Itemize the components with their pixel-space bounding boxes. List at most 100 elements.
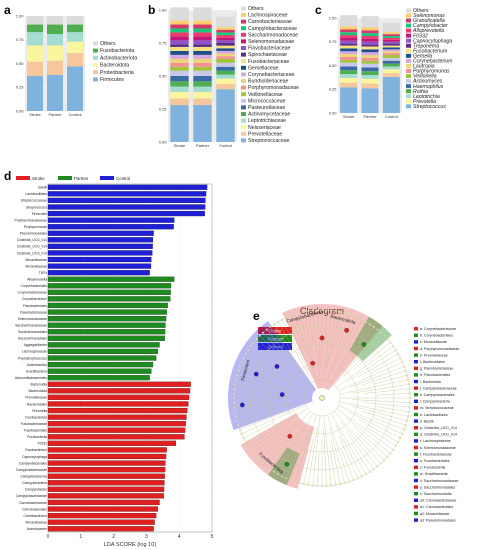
tree-leaf-node [408,387,411,390]
tree-branch [355,329,378,357]
legend-swatch [241,138,246,143]
legend-swatch [93,63,98,67]
tree-leaf-node [285,316,288,319]
tree-leaf-node [321,309,324,312]
tree-branch [374,375,408,385]
lda-bar-label: Firmicutes [32,212,48,216]
clade-sector-partner [349,316,392,362]
tree-leaf-node [237,369,240,372]
biomarker-node [344,327,349,333]
bar-segment [27,24,43,33]
tree-leaf-node [406,419,409,422]
lda-bar [47,467,166,473]
legend-label: Carnobacteriaceae [248,19,292,25]
tree-branch [347,349,396,382]
tree-leaf-node [372,468,375,471]
tree-branch [338,405,403,434]
bar-segment [216,35,235,38]
tree-leaf-node [302,310,305,313]
tree-branch [259,335,284,360]
legend-swatch [241,32,246,37]
key-swatch [414,498,418,502]
bar-segment [170,50,189,55]
tree-leaf-node [240,361,243,364]
tree-leaf-node [233,392,236,395]
tree-leaf-node [240,432,243,435]
sector-label: Bacteroidota [330,314,357,326]
legend-swatch [406,99,411,104]
tree-leaf-node [255,338,258,341]
tree-leaf-node [307,483,310,486]
tree-leaf-node [394,444,397,447]
tree-branch [259,419,301,461]
lda-bar [47,263,152,269]
bar-segment [193,98,212,106]
key-label: a3: Pseudomonadales [420,518,456,522]
bar-segment [170,86,189,92]
legend-label: Streptococcaceae [248,138,290,144]
bar-segment [340,43,358,46]
legend-swatch [100,176,114,180]
tree-branch [243,422,274,439]
tree-branch [312,310,321,381]
key-swatch [414,439,418,443]
tree-leaf-node [343,482,346,485]
tree-leaf-node [298,482,301,485]
panel-b-stacked-bar: 0.00 0.25 0.50 0.75 1.00 Stroke Partner Control… [159,6,299,148]
tree-leaf-node [262,331,265,334]
tree-branch [277,413,314,475]
bar-segment [361,75,379,79]
bar-segment [216,32,235,36]
x-tick-label: Control [385,114,398,119]
key-label: f: Bacteroidales [420,360,445,364]
panel-label-c: c [315,3,322,17]
lda-bar [47,526,154,532]
bar-segment [340,82,358,88]
tree-leaf-node [408,392,411,395]
lda-bar-label: Carnobacteriales [22,507,47,511]
lda-bar-label: Fusobacterium [25,448,47,452]
tree-branch [335,312,345,346]
tree-leaf-node [316,309,319,312]
tree-leaf-node [348,480,351,483]
x-tick-label: Control [219,143,232,148]
y-tick-label: 1.00 [329,15,338,20]
tree-leaf-node [258,459,261,462]
bar-segment [361,44,379,47]
x-tick-label: 5 [211,534,214,540]
legend-swatch [406,48,411,53]
lda-bar-label: Fusobacteriia [27,435,47,439]
bar-segment [67,66,83,111]
key-label: p: Clostridia_UCG_014 [420,426,457,430]
bar-segment [340,26,358,30]
tree-leaf-node [293,313,296,316]
lda-bar [47,460,166,466]
key-label: i: Bacteroidia [420,380,441,384]
tree-leaf-node [281,318,284,321]
tree-leaf-node [247,349,250,352]
bar-segment [340,59,358,63]
bar-segment [382,57,400,61]
tree-branch [266,329,304,375]
bar-segment [67,53,83,67]
bar-segment [170,76,189,82]
key-swatch [414,492,418,496]
lda-bar-label: TM7x [39,271,48,275]
tree-leaf-node [289,314,292,317]
tree-leaf-node [285,477,288,480]
legend-label: Rothia [413,89,428,95]
bar-segment [340,77,358,83]
bar-segment [47,34,63,46]
legend-swatch [406,8,411,13]
bar-segment [216,53,235,57]
tree-leaf-node [406,374,409,377]
tree-branch [299,312,315,370]
bar-segment [216,58,235,63]
bar-segment [216,70,235,75]
key-label: u: Fusobacteriales [420,459,450,463]
bar-segment [67,24,83,33]
key-swatch [414,333,418,337]
lda-bar [47,440,177,446]
tree-leaf-node [235,374,238,377]
